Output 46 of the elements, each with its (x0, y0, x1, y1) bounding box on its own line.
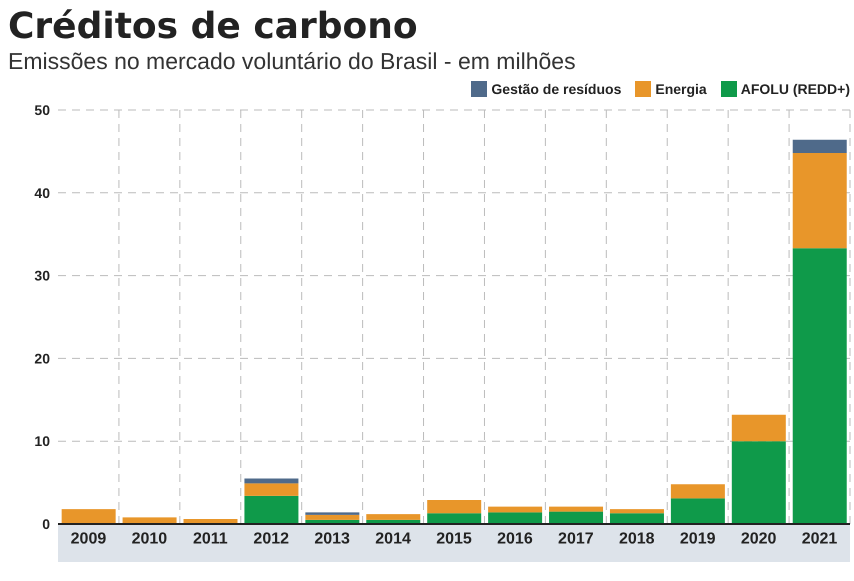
x-tick-label: 2014 (375, 530, 411, 548)
bar (670, 484, 725, 498)
bar (244, 496, 298, 524)
bar (366, 514, 420, 520)
y-tick-label: 10 (34, 433, 50, 450)
x-tick-label: 2021 (802, 530, 838, 548)
x-tick-label: 2011 (192, 530, 228, 548)
bar (427, 513, 482, 524)
x-tick-label: 2009 (70, 530, 106, 548)
x-tick-label: 2017 (558, 530, 594, 548)
bar (792, 153, 847, 248)
chart-title: Créditos de carbono (8, 6, 419, 47)
bar (732, 441, 786, 524)
bar (244, 478, 298, 484)
x-tick-label: 2012 (253, 530, 290, 548)
x-tick-label: 2016 (497, 530, 533, 548)
bar (62, 509, 116, 524)
bar (244, 483, 298, 496)
chart-subtitle: Emissões no mercado voluntário do Brasil - em milhões (8, 47, 577, 76)
x-tick-label: 2018 (618, 530, 655, 548)
bar (427, 500, 482, 514)
x-tick-label: 2019 (680, 530, 716, 548)
bar (549, 506, 604, 512)
x-tick-label: 2020 (740, 530, 777, 548)
bar (488, 506, 542, 512)
bar (305, 512, 360, 515)
y-tick-label: 50 (34, 102, 50, 118)
legend-label: Energia (655, 81, 707, 97)
bar (610, 513, 664, 524)
bar (670, 498, 725, 524)
bar (488, 512, 542, 524)
legend-label: AFOLU (REDD+) (740, 81, 850, 97)
y-tick-label: 30 (34, 268, 50, 284)
y-tick-label: 0 (42, 516, 50, 532)
y-tick-label: 40 (34, 184, 50, 201)
legend-label: Gestão de resíduos (491, 81, 622, 97)
bar (792, 248, 847, 524)
x-tick-label: 2015 (436, 530, 472, 548)
bar (792, 140, 847, 154)
y-tick-label: 20 (34, 350, 50, 366)
bar (732, 414, 786, 442)
bar (305, 514, 360, 520)
x-tick-label: 2010 (132, 530, 168, 548)
bar (549, 512, 604, 524)
x-tick-label: 2013 (314, 530, 350, 548)
bar (610, 509, 664, 514)
